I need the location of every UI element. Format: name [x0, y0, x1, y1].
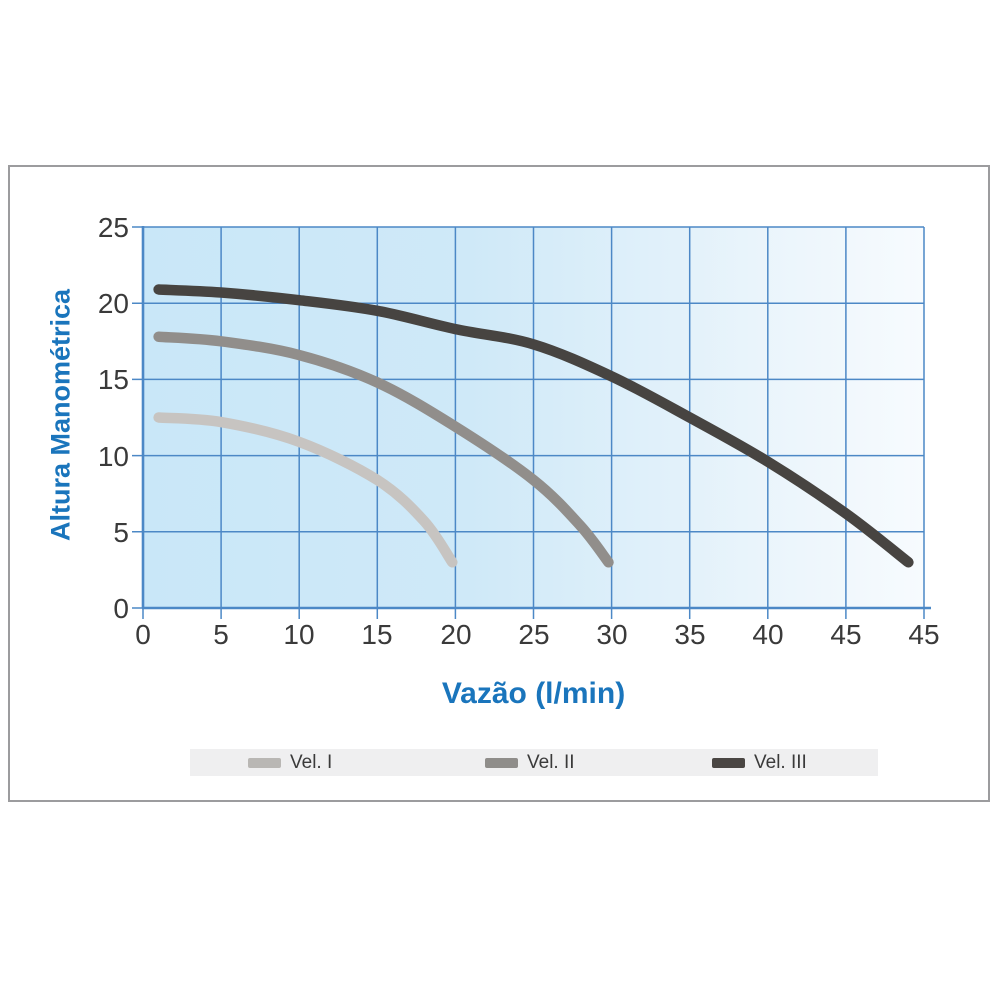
x-axis-title: Vazão (l/min) [441, 677, 626, 710]
curve-vel-iii [153, 284, 914, 568]
x-tick-labels: 0 5 10 15 20 25 30 35 40 45 45 [135, 619, 939, 650]
legend-swatch-vel-1 [248, 757, 281, 768]
axes [141, 226, 931, 610]
x-tick-label: 15 [361, 619, 392, 650]
x-tick-label: 25 [518, 619, 549, 650]
y-axis-title: Altura Manométrica [45, 288, 76, 542]
y-tick-label: 15 [98, 364, 129, 395]
pump-curve-chart: 0 5 10 15 20 25 30 35 40 45 45 0 5 10 15… [98, 212, 940, 650]
curve-vel-ii [153, 331, 614, 568]
legend-item-vel-1: Vel. I [248, 749, 332, 776]
legend-label: Vel. III [754, 751, 807, 773]
x-tick-label: 30 [596, 619, 627, 650]
x-tick-label: 45 [908, 619, 939, 650]
x-tick-label: 5 [213, 619, 229, 650]
legend-label: Vel. II [527, 751, 575, 773]
legend-item-vel-3: Vel. III [712, 749, 807, 776]
x-tick-label: 35 [674, 619, 705, 650]
legend: Vel. I Vel. II Vel. III [190, 749, 878, 776]
legend-item-vel-2: Vel. II [485, 749, 575, 776]
y-tick-labels: 0 5 10 15 20 25 [98, 212, 129, 624]
y-tick-label: 10 [98, 441, 129, 472]
x-tick-label: 0 [135, 619, 151, 650]
y-tick-label: 0 [113, 593, 129, 624]
curve-vel-i [153, 412, 458, 568]
chart-panel: 0 5 10 15 20 25 30 35 40 45 45 0 5 10 15… [8, 165, 990, 802]
legend-label: Vel. I [290, 751, 333, 773]
grid-lines [132, 226, 925, 619]
x-tick-label: 20 [440, 619, 471, 650]
y-tick-label: 20 [98, 288, 129, 319]
curves [153, 284, 914, 568]
x-tick-label: 40 [752, 619, 783, 650]
x-tick-label: 10 [283, 619, 314, 650]
legend-swatch-vel-3 [712, 757, 745, 768]
x-tick-label: 45 [830, 619, 861, 650]
legend-swatch-vel-2 [485, 757, 518, 768]
y-tick-label: 25 [98, 212, 129, 243]
y-tick-label: 5 [113, 517, 129, 548]
